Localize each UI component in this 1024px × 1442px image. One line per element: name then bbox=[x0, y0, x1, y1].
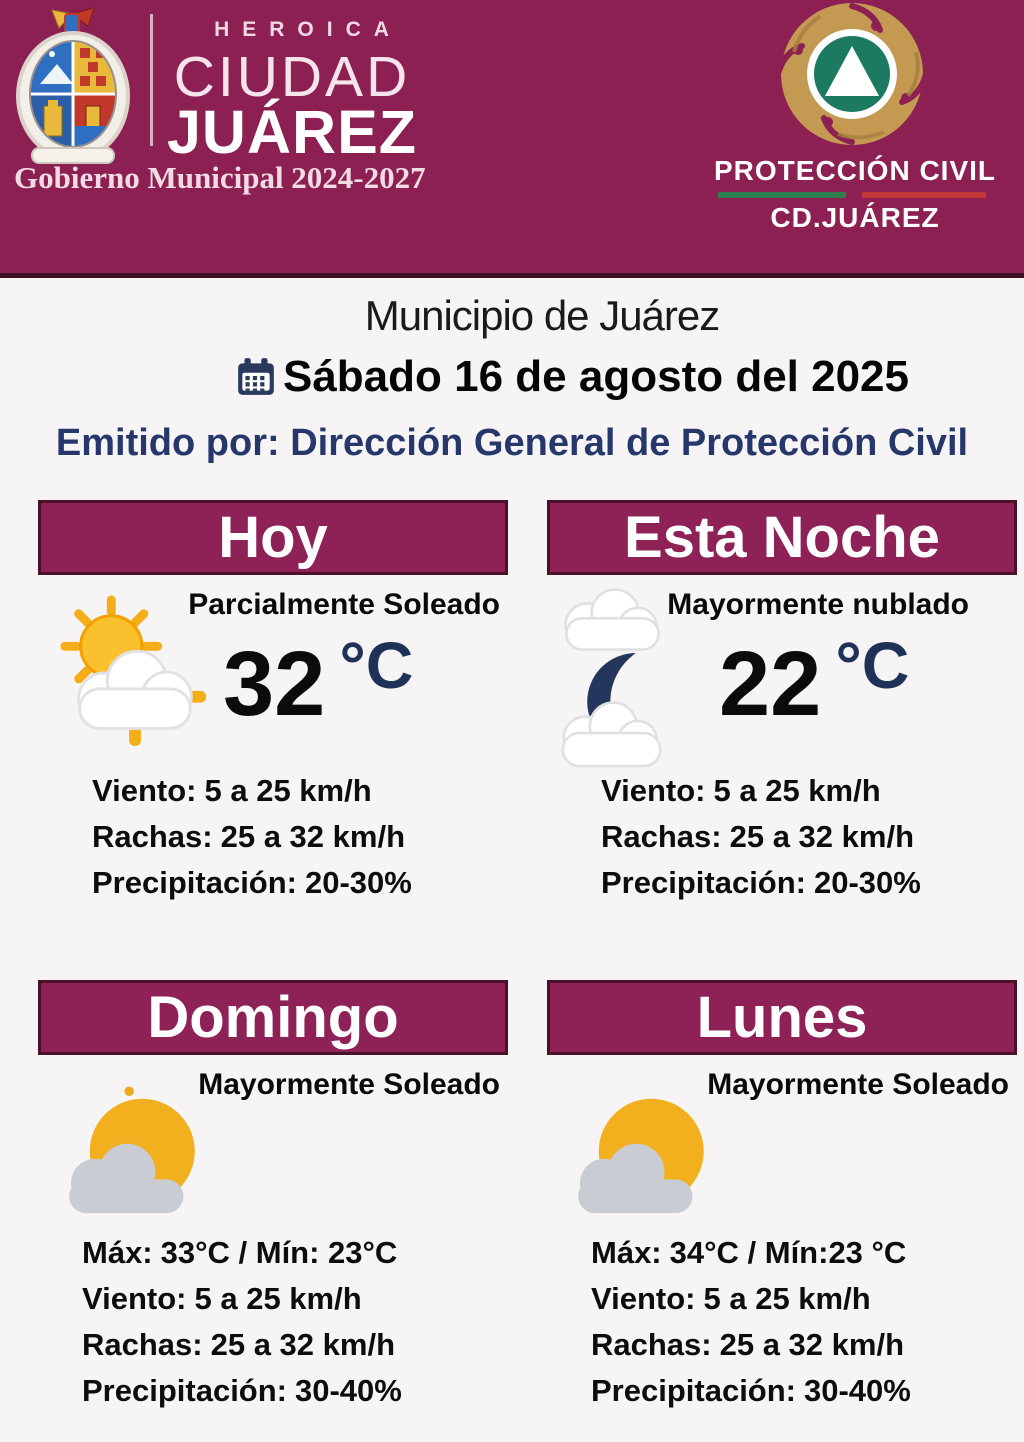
temperature-unit: °C bbox=[835, 628, 910, 702]
underline-red bbox=[862, 192, 986, 198]
wind-line: Viento: 5 a 25 km/h bbox=[601, 773, 881, 808]
forecast-card-domingo: Domingo Mayormente Soleado Máx: 33°C / Mí… bbox=[38, 980, 508, 1430]
temperature: 22 °C bbox=[719, 632, 909, 735]
banner-divider bbox=[150, 14, 153, 146]
issued-by-line: Emitido por: Dirección General de Protec… bbox=[55, 422, 969, 464]
maxmin-line: Máx: 34°C / Mín:23 °C bbox=[591, 1235, 907, 1270]
maxmin-line: Máx: 33°C / Mín: 23°C bbox=[82, 1235, 398, 1270]
wind-line: Viento: 5 a 25 km/h bbox=[82, 1281, 362, 1316]
card-title: Lunes bbox=[547, 980, 1017, 1055]
temperature: 32 °C bbox=[223, 632, 413, 735]
card-title: Domingo bbox=[38, 980, 508, 1055]
proteccion-civil-emblem-icon bbox=[775, 3, 929, 145]
banner-gobierno: Gobierno Municipal 2024-2027 bbox=[14, 160, 426, 195]
sun-with-cloud-icon bbox=[578, 1098, 704, 1214]
temperature-value: 22 bbox=[719, 633, 822, 735]
forecast-card-hoy: Hoy Parcialmente Soleado 32 °C Viento: 5 bbox=[38, 500, 508, 912]
temperature-unit: °C bbox=[339, 628, 414, 702]
proteccion-civil-title: PROTECCIÓN CIVIL bbox=[713, 155, 996, 186]
precipitation-line: Precipitación: 30-40% bbox=[82, 1373, 402, 1408]
precipitation-line: Precipitación: 20-30% bbox=[92, 865, 412, 900]
condition-text: Mayormente Soleado bbox=[707, 1068, 1009, 1101]
details-list: Máx: 33°C / Mín: 23°C Viento: 5 a 25 km/h … bbox=[82, 1230, 506, 1414]
details-list: Viento: 5 a 25 km/h Rachas: 25 a 32 km/h P… bbox=[601, 768, 1015, 906]
details-list: Máx: 34°C / Mín:23 °C Viento: 5 a 25 km/h … bbox=[591, 1230, 1015, 1414]
page-title: Municipio de Juárez bbox=[364, 292, 721, 339]
date-text: Sábado 16 de agosto del 2025 bbox=[282, 352, 909, 401]
banner-juarez: JUÁREZ bbox=[166, 98, 418, 166]
gusts-line: Rachas: 25 a 32 km/h bbox=[591, 1327, 905, 1362]
header-banner: HEROICA CIUDAD JUÁREZ Gobierno Municipal… bbox=[0, 0, 1024, 278]
proteccion-civil-subtitle: CD.JUÁREZ bbox=[770, 202, 940, 233]
wind-line: Viento: 5 a 25 km/h bbox=[92, 773, 372, 808]
underline-green bbox=[718, 192, 846, 198]
condition-text: Mayormente nublado bbox=[667, 588, 969, 621]
precipitation-line: Precipitación: 30-40% bbox=[591, 1373, 911, 1408]
card-title: Esta Noche bbox=[547, 500, 1017, 575]
banner-heroica: HEROICA bbox=[214, 18, 402, 41]
temperature-value: 32 bbox=[223, 633, 326, 735]
condition-text: Mayormente Soleado bbox=[198, 1068, 500, 1101]
wind-line: Viento: 5 a 25 km/h bbox=[591, 1281, 871, 1316]
details-list: Viento: 5 a 25 km/h Rachas: 25 a 32 km/h P… bbox=[92, 768, 506, 906]
moon-behind-clouds-icon bbox=[561, 588, 662, 768]
gusts-line: Rachas: 25 a 32 km/h bbox=[92, 819, 406, 854]
gusts-line: Rachas: 25 a 32 km/h bbox=[601, 819, 915, 854]
condition-text: Parcialmente Soleado bbox=[188, 588, 500, 621]
calendar-icon bbox=[238, 358, 274, 395]
banner-ciudad: CIUDAD bbox=[173, 45, 411, 109]
forecast-card-lunes: Lunes Mayormente Soleado Máx: 34°C / Mín:… bbox=[547, 980, 1017, 1430]
precipitation-line: Precipitación: 20-30% bbox=[601, 865, 921, 900]
gusts-line: Rachas: 25 a 32 km/h bbox=[82, 1327, 396, 1362]
forecast-card-esta-noche: Esta Noche Mayormente nublado 22 °C Vien… bbox=[547, 500, 1017, 912]
card-title: Hoy bbox=[38, 500, 508, 575]
city-coat-of-arms-icon bbox=[16, 7, 130, 164]
sun-behind-cloud-icon bbox=[60, 595, 207, 747]
date-line: Sábado 16 de agosto del 2025 bbox=[0, 352, 1024, 402]
sun-with-cloud-icon bbox=[69, 1086, 195, 1214]
